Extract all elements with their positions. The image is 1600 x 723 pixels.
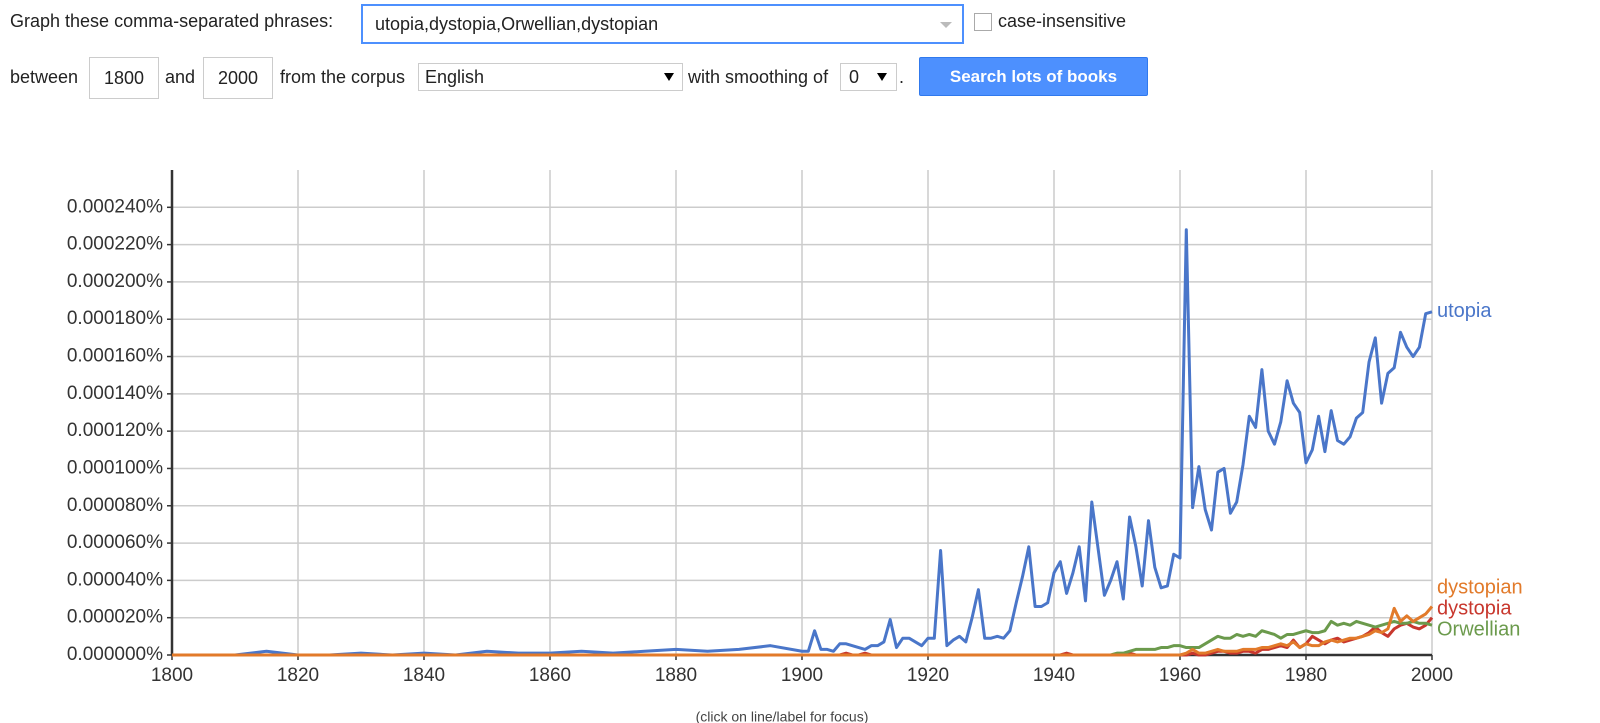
smoothing-select[interactable]: 0 [840,63,897,91]
between-label: between [10,67,79,87]
chart-note: (click on line/label for focus) [696,709,869,723]
y-tick-label: 0.000040% [67,569,163,590]
x-tick-label: 1820 [277,665,319,686]
y-tick-label: 0.000140% [67,383,163,404]
series-line [172,605,1434,657]
end-year-input[interactable]: 2000 [203,57,273,99]
series-label: Orwellian [1437,618,1520,640]
phrases-input[interactable]: utopia,dystopia,Orwellian,dystopian [361,4,964,44]
corpus-select[interactable]: English [418,63,683,91]
y-tick-label: 0.000080% [67,495,163,516]
x-tick-label: 2000 [1411,665,1453,686]
series-label: dystopian [1437,576,1523,598]
case-label: case-insensitive [998,11,1127,31]
y-tick-label: 0.000120% [67,420,163,441]
phrases-label: Graph these comma-separated phrases: [10,11,334,31]
case-checkbox[interactable] [974,13,992,31]
x-tick-label: 1880 [655,665,697,686]
series-label: dystopia [1437,597,1512,619]
x-tick-label: 1980 [1285,665,1327,686]
y-tick-label: 0.000160% [67,346,163,367]
start-year-input[interactable]: 1800 [89,57,159,99]
smoothing-label: with smoothing of [688,67,829,87]
y-tick-label: 0.000240% [67,196,163,217]
period: . [899,67,905,87]
y-tick-label: 0.000100% [67,457,163,478]
select-arrow [877,73,887,81]
y-tick-label: 0.000180% [67,308,163,329]
dropdown-arrow [940,22,952,28]
x-tick-label: 1920 [907,665,949,686]
x-tick-label: 1840 [403,665,445,686]
x-tick-label: 1900 [781,665,823,686]
and-label: and [165,67,196,87]
series-label: utopia [1437,300,1492,322]
y-tick-label: 0.000220% [67,234,163,255]
x-tick-label: 1800 [151,665,193,686]
search-button[interactable]: Search lots of books [919,57,1148,96]
y-tick-label: 0.000020% [67,607,163,628]
select-arrow [664,73,674,81]
y-tick-label: 0.000000% [67,644,163,665]
x-tick-label: 1860 [529,665,571,686]
corpus-label: from the corpus [280,67,406,87]
x-tick-label: 1940 [1033,665,1075,686]
x-tick-label: 1960 [1159,665,1201,686]
y-tick-label: 0.000060% [67,532,163,553]
series-line [172,228,1433,657]
y-tick-label: 0.000200% [67,271,163,292]
